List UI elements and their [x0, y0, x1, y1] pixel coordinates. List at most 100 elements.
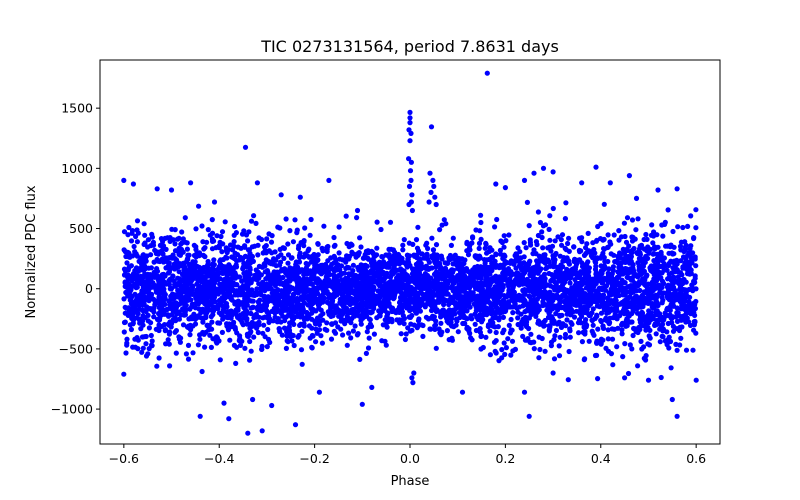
data-point [309, 310, 315, 316]
data-point [450, 274, 456, 280]
data-point [232, 223, 238, 230]
data-point [365, 248, 371, 254]
data-point [330, 297, 336, 304]
data-point [608, 351, 615, 357]
data-point [542, 222, 549, 228]
data-point [622, 259, 629, 265]
data-point [380, 262, 386, 269]
data-point [202, 307, 209, 313]
data-point [182, 215, 188, 221]
data-point [372, 253, 378, 259]
data-point [142, 255, 148, 262]
data-point [604, 310, 610, 316]
data-point [262, 244, 268, 250]
data-point [235, 292, 241, 298]
data-point [290, 291, 296, 297]
data-point [250, 258, 256, 264]
data-point [684, 315, 690, 321]
data-point [594, 256, 600, 262]
data-point [484, 293, 490, 299]
data-point [171, 278, 177, 284]
data-point [291, 270, 297, 276]
data-point [463, 281, 469, 287]
data-point [635, 216, 641, 222]
data-point [515, 315, 521, 321]
data-point [368, 260, 375, 266]
data-point [248, 218, 255, 224]
chart-title: TIC 0273131564, period 7.8631 days [260, 37, 559, 56]
data-point [678, 317, 684, 323]
data-point [478, 236, 484, 242]
data-point [689, 260, 695, 266]
data-point [366, 335, 372, 341]
data-point [478, 290, 485, 296]
data-point [691, 235, 697, 241]
data-points [121, 70, 699, 436]
data-point [397, 294, 404, 301]
data-point [209, 217, 215, 223]
data-point [214, 340, 220, 346]
data-point [689, 282, 695, 288]
data-point [261, 293, 268, 299]
data-point [523, 245, 529, 251]
data-point [472, 253, 478, 259]
data-point [678, 270, 684, 276]
data-point [651, 251, 657, 257]
data-point [471, 296, 477, 302]
data-point [303, 260, 309, 267]
data-point [478, 307, 484, 313]
data-point [653, 270, 659, 276]
data-point [224, 323, 230, 329]
data-point [509, 338, 516, 344]
data-point [458, 305, 465, 311]
data-point [343, 275, 349, 281]
data-point [548, 343, 555, 349]
data-point [285, 241, 291, 247]
data-point [146, 298, 152, 304]
data-point [660, 326, 667, 332]
data-point [616, 228, 622, 234]
data-point [274, 300, 280, 306]
data-point [597, 298, 603, 304]
data-point [306, 297, 312, 303]
data-point [600, 286, 606, 292]
data-point [209, 238, 216, 244]
data-point [644, 318, 650, 324]
data-point [225, 264, 232, 270]
data-point [240, 264, 246, 270]
data-point [593, 288, 599, 294]
data-point [670, 328, 677, 334]
data-point [528, 340, 534, 346]
data-point [526, 267, 533, 273]
data-point [163, 341, 169, 347]
data-point [268, 239, 275, 245]
data-point [209, 326, 215, 332]
data-point [398, 331, 404, 337]
data-point [565, 377, 571, 383]
data-point [149, 338, 155, 344]
data-point [502, 253, 508, 259]
data-point [250, 304, 256, 310]
data-point [222, 219, 228, 225]
data-point [409, 306, 415, 312]
data-point [627, 342, 633, 348]
data-point [165, 270, 172, 276]
data-point [180, 284, 186, 290]
data-point [559, 242, 565, 248]
data-point [304, 286, 310, 292]
data-point [411, 287, 418, 294]
data-point [520, 287, 526, 293]
data-point [128, 238, 135, 244]
data-point [189, 261, 195, 268]
data-point [333, 303, 339, 309]
data-point [204, 322, 210, 329]
data-point [660, 297, 666, 303]
data-point [693, 225, 699, 231]
data-point [654, 255, 661, 261]
data-point [157, 242, 163, 248]
data-point [276, 308, 282, 314]
data-point [535, 209, 542, 215]
data-point [239, 231, 246, 237]
data-point [309, 316, 315, 322]
data-point [528, 273, 534, 279]
